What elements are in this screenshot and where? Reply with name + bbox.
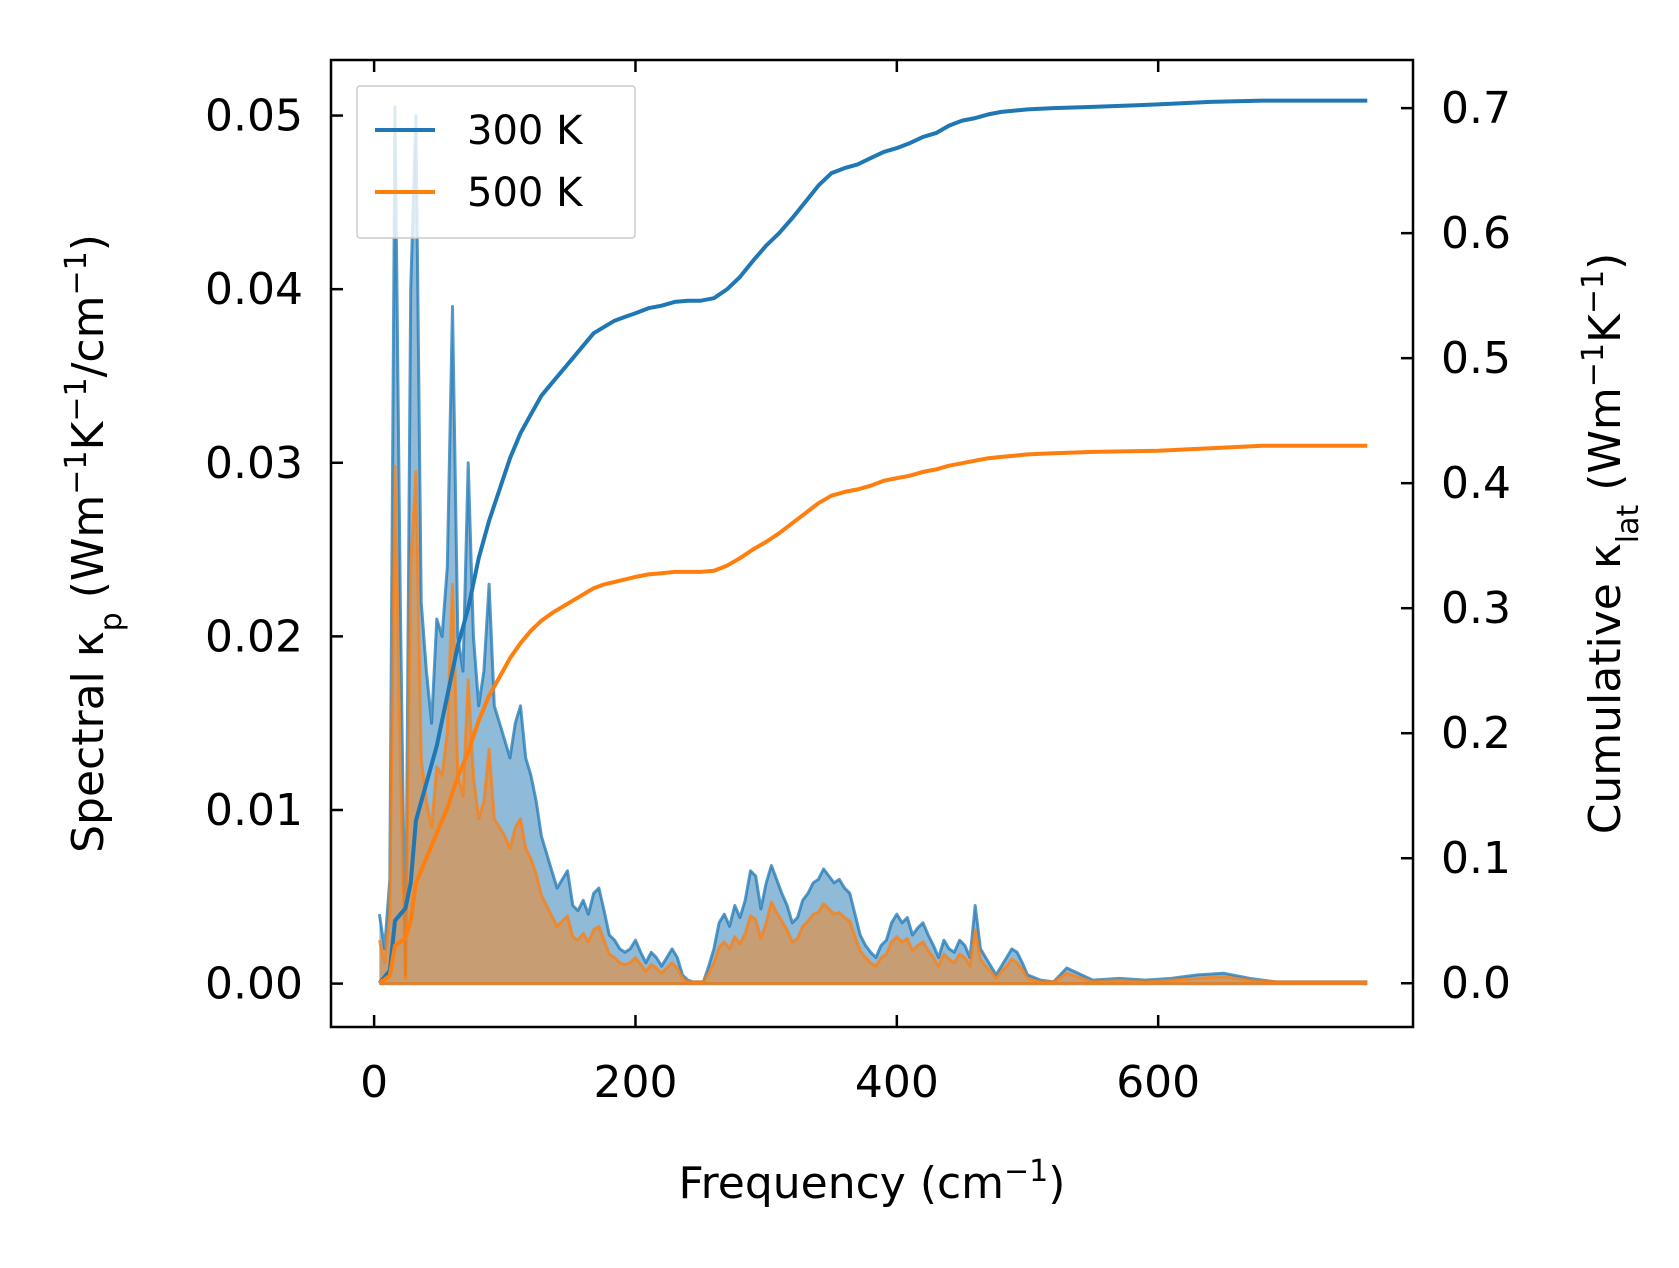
spectral-area-500-k — [379, 466, 1368, 984]
spectral-fills — [377, 105, 1368, 986]
y-left-tick-label: 0.05 — [205, 91, 303, 142]
y-right-tick-label: 0.4 — [1441, 458, 1511, 509]
x-axis-ticks: 0 200 400 600 — [360, 60, 1200, 1108]
y-right-tick-label: 0.0 — [1441, 958, 1511, 1009]
cumulative-line-300-k — [377, 98, 1368, 985]
y-right-tick-label: 0.7 — [1441, 83, 1511, 134]
legend-box — [356, 85, 636, 239]
cumulative-line-500-k — [378, 443, 1368, 985]
y-right-tick-label: 0.1 — [1441, 833, 1511, 884]
y-left-axis-label: Spectral κp (Wm−1K−1/cm−1) — [59, 234, 129, 853]
y-left-tick-label: 0.04 — [205, 264, 303, 315]
x-tick-label: 200 — [593, 1057, 677, 1108]
plot-frame — [329, 58, 1415, 1029]
y-right-axis-label: Cumulative κlat (Wm−1K−1) — [1576, 253, 1646, 835]
y-right-tick-label: 0.3 — [1441, 583, 1511, 634]
y-right-axis-ticks: 0.0 0.1 0.2 0.3 0.4 0.5 0.6 0.7 — [1401, 83, 1511, 1009]
x-tick-label: 0 — [360, 1057, 388, 1108]
legend-label: 500 K — [467, 170, 584, 216]
y-right-tick-label: 0.5 — [1441, 333, 1511, 384]
legend-label: 300 K — [467, 108, 584, 154]
y-right-tick-label: 0.6 — [1441, 208, 1511, 259]
y-left-tick-label: 0.01 — [205, 785, 303, 836]
y-left-tick-label: 0.03 — [205, 438, 303, 489]
y-left-tick-label: 0.00 — [205, 959, 303, 1010]
y-left-tick-label: 0.02 — [205, 611, 303, 662]
x-axis-label: Frequency (cm−1) — [679, 1154, 1066, 1210]
spectral-line-300-k — [377, 105, 1368, 984]
x-tick-label: 400 — [855, 1057, 939, 1108]
x-tick-label: 600 — [1116, 1057, 1200, 1108]
cumulative-lines — [377, 98, 1368, 985]
legend: 300 K 500 K — [356, 85, 636, 239]
spectral-line-500-k — [377, 464, 1368, 984]
y-right-tick-label: 0.2 — [1441, 708, 1511, 759]
y-left-axis-ticks: 0.00 0.01 0.02 0.03 0.04 0.05 — [205, 91, 343, 1010]
